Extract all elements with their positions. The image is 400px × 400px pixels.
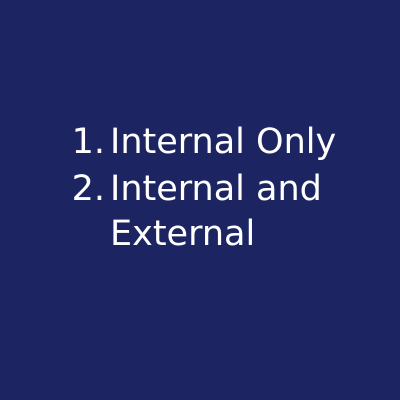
list-item: 1. Internal Only <box>0 120 400 167</box>
option-list: 1. Internal Only 2. Internal and Externa… <box>0 120 400 263</box>
list-number: 2. <box>71 169 105 209</box>
list-label: Internal and External <box>110 169 322 254</box>
list-number: 1. <box>71 122 105 162</box>
list-label: Internal Only <box>110 122 337 162</box>
list-item: 2. Internal and External <box>0 167 400 263</box>
